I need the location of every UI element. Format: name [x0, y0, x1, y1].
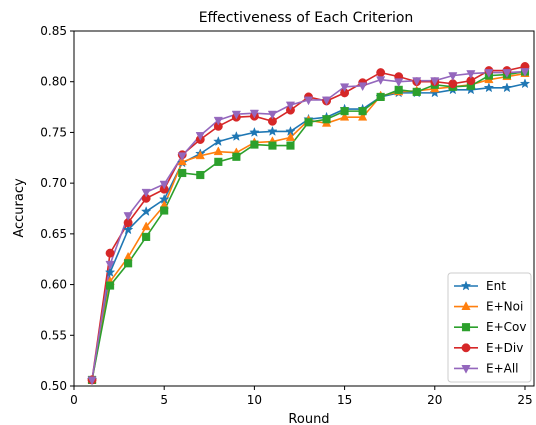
- data-point-e-cov: [106, 281, 115, 290]
- data-point-e-all: [376, 76, 386, 86]
- x-tick-label: 0: [70, 393, 78, 407]
- data-point-e-noi: [195, 150, 205, 160]
- data-point-ent: [483, 82, 495, 93]
- legend-label-e-noi: E+Noi: [486, 300, 523, 314]
- chart-title: Effectiveness of Each Criterion: [199, 10, 414, 26]
- data-point-e-all: [87, 376, 97, 386]
- data-point-e-cov: [286, 141, 295, 150]
- data-point-e-cov: [304, 118, 313, 127]
- y-axis-label: Accuracy: [12, 178, 27, 238]
- data-point-ent: [519, 78, 531, 89]
- x-tick-label: 25: [517, 393, 532, 407]
- data-point-e-noi: [358, 111, 368, 121]
- data-point-e-cov: [232, 152, 241, 161]
- data-point-e-all: [285, 101, 296, 111]
- data-point-ent: [140, 206, 152, 217]
- legend-box: [447, 272, 532, 383]
- data-point-e-all: [520, 68, 530, 77]
- y-tick-label: 0.65: [40, 227, 67, 241]
- x-axis-label: Round: [288, 412, 329, 425]
- data-point-e-cov: [250, 140, 259, 149]
- data-point-e-all: [195, 132, 205, 141]
- legend-label-e-all: E+All: [486, 361, 519, 375]
- data-point-e-all: [267, 110, 278, 120]
- data-point-e-all: [105, 260, 115, 270]
- data-point-e-cov: [178, 168, 187, 178]
- data-point-e-all: [448, 72, 458, 81]
- data-point-e-cov: [322, 115, 331, 124]
- data-point-e-noi: [141, 221, 151, 231]
- data-point-e-all: [502, 69, 512, 78]
- data-point-e-cov: [412, 87, 421, 96]
- data-point-ent: [213, 136, 224, 147]
- data-point-e-all: [394, 78, 404, 88]
- legend-label-ent: Ent: [486, 279, 506, 293]
- axes: 0 5 10 15 20 25 0.50 0.55 0.60 0.65 0.70 0.75 0.80 0.…: [40, 24, 535, 407]
- data-point-e-all: [303, 96, 314, 106]
- data-point-e-all: [430, 77, 440, 87]
- legend-marker-e-cov: [461, 323, 471, 332]
- x-tick-label: 5: [160, 393, 168, 407]
- data-point-ent: [267, 125, 278, 136]
- legend-marker-e-noi: [461, 301, 471, 310]
- data-point-e-cov: [394, 85, 403, 94]
- y-tick-label: 0.85: [40, 24, 67, 38]
- legend-label-e-cov: E+Cov: [486, 320, 526, 334]
- y-tick-label: 0.50: [40, 379, 67, 393]
- data-point-e-div: [105, 248, 115, 258]
- legend-marker-e-div: [461, 343, 471, 353]
- data-point-e-all: [231, 110, 241, 120]
- data-point-ent: [231, 130, 242, 141]
- data-point-e-cov: [142, 232, 151, 241]
- y-tick-label: 0.60: [40, 278, 67, 292]
- x-tick-label: 20: [427, 393, 442, 407]
- y-tick-label: 0.80: [40, 75, 67, 89]
- data-point-e-cov: [196, 170, 205, 180]
- data-point-e-cov: [376, 92, 385, 101]
- data-point-e-all: [177, 152, 187, 162]
- data-point-e-noi: [285, 132, 296, 141]
- data-point-e-noi: [339, 111, 350, 121]
- data-point-e-cov: [214, 157, 223, 166]
- series-markers: [86, 62, 531, 386]
- data-point-e-cov: [268, 141, 277, 150]
- data-point-e-all: [358, 82, 368, 92]
- legend-marker-ent: [460, 280, 472, 291]
- data-point-e-all: [213, 116, 223, 126]
- data-point-ent: [501, 82, 513, 93]
- plot-frame: [73, 30, 535, 387]
- data-point-e-cov: [160, 206, 169, 215]
- legend-label-e-div: E+Div: [486, 341, 523, 355]
- y-tick-label: 0.55: [40, 328, 67, 342]
- y-tick-label: 0.75: [40, 125, 67, 139]
- data-point-ent: [122, 224, 134, 235]
- data-point-e-all: [339, 83, 350, 93]
- data-point-e-div: [376, 68, 386, 78]
- data-point-e-noi: [213, 146, 223, 156]
- data-point-e-cov: [340, 107, 349, 116]
- y-tick-label: 0.70: [40, 176, 67, 190]
- x-tick-label: 15: [337, 393, 352, 407]
- legend-marker-e-all: [461, 365, 471, 374]
- data-point-e-all: [321, 96, 332, 106]
- x-tick-label: 10: [247, 393, 262, 407]
- data-point-e-all: [249, 109, 260, 119]
- data-point-e-all: [412, 77, 422, 87]
- data-point-e-cov: [358, 107, 367, 116]
- data-point-e-all: [123, 212, 133, 221]
- data-point-e-all: [466, 70, 476, 79]
- legend: Ent E+Noi E+Cov E+Div E+All: [447, 272, 532, 383]
- data-point-e-all: [484, 69, 494, 78]
- data-point-ent: [104, 266, 116, 277]
- data-point-e-all: [159, 180, 169, 190]
- data-point-e-all: [141, 188, 151, 198]
- data-point-e-cov: [124, 259, 133, 268]
- data-point-ent: [249, 126, 260, 137]
